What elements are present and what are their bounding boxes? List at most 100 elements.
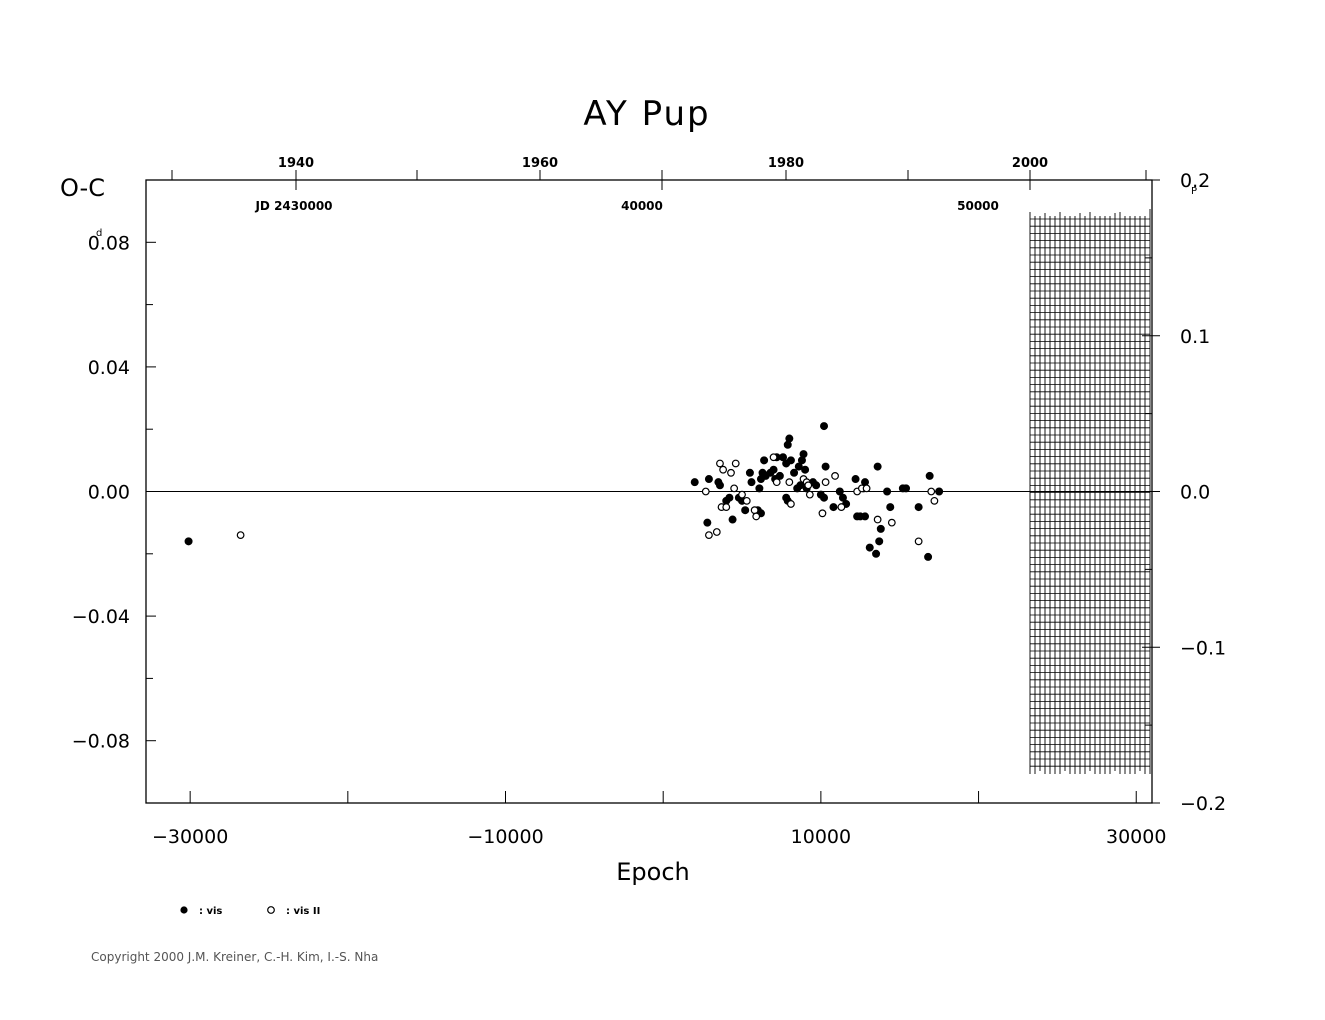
point-vis-ii: [719, 465, 728, 474]
point-vis-ii: [772, 478, 781, 487]
point-vis: [925, 471, 934, 480]
point-vis-ii: [930, 496, 939, 505]
point-vis: [883, 487, 892, 496]
point-vis: [924, 552, 933, 561]
y-unit-superscript: d: [96, 228, 102, 239]
x-tick-label: −10000: [467, 826, 543, 848]
y-tick-label: 0.04: [88, 357, 130, 379]
copyright-notice: Copyright 2000 J.M. Kreiner, C.-H. Kim, …: [91, 950, 378, 964]
point-vis: [747, 478, 756, 487]
point-vis-ii: [927, 487, 936, 496]
top-year-label: 1980: [768, 156, 804, 171]
top-year-label: 2000: [1012, 156, 1048, 171]
top-jd-label: 40000: [621, 199, 663, 213]
x-axis-label: Epoch: [616, 858, 690, 886]
point-vis-ii: [818, 509, 827, 518]
y2-tick-label: −0.2: [1180, 793, 1226, 815]
point-vis: [812, 481, 821, 490]
legend-label-vis-ii: : vis II: [286, 906, 320, 917]
x-tick-label: 30000: [1106, 826, 1166, 848]
point-vis-ii: [831, 472, 839, 480]
point-vis: [728, 515, 737, 524]
point-vis-ii: [712, 528, 721, 536]
point-vis-ii: [787, 500, 795, 508]
axis-ticks: [146, 170, 1160, 804]
tick-labels: −30000 −10000 10000 30000 0.08 0.04 0.00 −0.04 −…: [72, 156, 1226, 848]
chart-title: AY Pup: [583, 94, 710, 134]
point-vis: [703, 518, 712, 527]
top-jd-label: 50000: [957, 199, 999, 213]
point-vis: [745, 468, 754, 477]
data-points: [184, 422, 944, 561]
point-vis-ii: [701, 487, 710, 496]
legend-label-vis: : vis: [199, 906, 222, 917]
point-vis: [796, 481, 805, 490]
point-vis-ii: [837, 503, 846, 511]
point-vis-ii: [805, 490, 814, 499]
point-vis-ii: [722, 503, 731, 511]
x-tick-label: 10000: [791, 826, 851, 848]
point-vis-ii: [804, 481, 813, 490]
point-vis-ii: [705, 531, 713, 540]
point-vis: [690, 478, 699, 487]
y2-tick-label: 0.0: [1180, 482, 1210, 504]
point-vis: [785, 434, 794, 443]
point-vis: [775, 471, 784, 480]
legend-open-marker: [267, 906, 275, 914]
point-vis-ii: [731, 459, 740, 468]
x-tick-label: −30000: [152, 826, 228, 848]
y2-unit-superscript: P: [1191, 186, 1197, 197]
top-jd-label: JD 2430000: [254, 199, 332, 213]
point-vis: [875, 537, 884, 546]
point-vis-ii: [730, 484, 739, 493]
point-vis: [872, 549, 881, 558]
point-vis: [184, 537, 193, 546]
point-vis: [865, 543, 874, 552]
point-vis: [876, 524, 885, 533]
point-vis: [914, 503, 923, 512]
point-vis: [799, 450, 808, 459]
point-vis: [779, 453, 788, 462]
point-vis: [760, 456, 769, 465]
y-tick-label: 0.00: [88, 482, 130, 504]
point-vis: [715, 481, 724, 490]
point-vis: [725, 493, 734, 502]
y-axis-label: O-C: [60, 174, 105, 202]
point-vis-ii: [742, 496, 751, 505]
point-vis: [769, 465, 778, 474]
point-vis: [821, 462, 830, 471]
point-vis: [794, 462, 803, 471]
point-vis: [786, 456, 795, 465]
point-vis-ii: [821, 478, 830, 487]
point-vis-ii: [769, 453, 778, 462]
point-vis: [935, 487, 944, 496]
top-year-label: 1960: [522, 156, 558, 171]
y2-tick-label: 0.2: [1180, 170, 1210, 192]
y2-tick-label: −0.1: [1180, 637, 1226, 659]
legend-filled-marker: [180, 906, 188, 914]
point-vis: [873, 462, 882, 471]
point-vis: [820, 422, 829, 431]
point-vis-ii: [236, 531, 245, 540]
point-vis-ii: [738, 490, 746, 499]
point-vis-ii: [873, 515, 882, 524]
y-tick-label: −0.04: [72, 606, 130, 628]
point-vis-ii: [750, 506, 759, 515]
point-vis: [741, 506, 750, 515]
y2-tick-label: 0.1: [1180, 326, 1210, 348]
point-vis-ii: [862, 484, 871, 493]
point-vis: [790, 468, 799, 477]
y-tick-label: 0.08: [88, 232, 130, 254]
legend: : vis : vis II: [180, 906, 320, 917]
point-vis: [835, 487, 844, 496]
point-vis: [820, 493, 829, 502]
point-vis: [704, 475, 713, 484]
point-vis-ii: [785, 478, 794, 487]
point-vis-ii: [727, 468, 735, 477]
point-vis-ii: [752, 512, 761, 521]
y-tick-label: −0.08: [72, 731, 130, 753]
point-vis: [886, 503, 895, 512]
point-vis: [829, 503, 838, 512]
point-vis: [838, 493, 847, 502]
